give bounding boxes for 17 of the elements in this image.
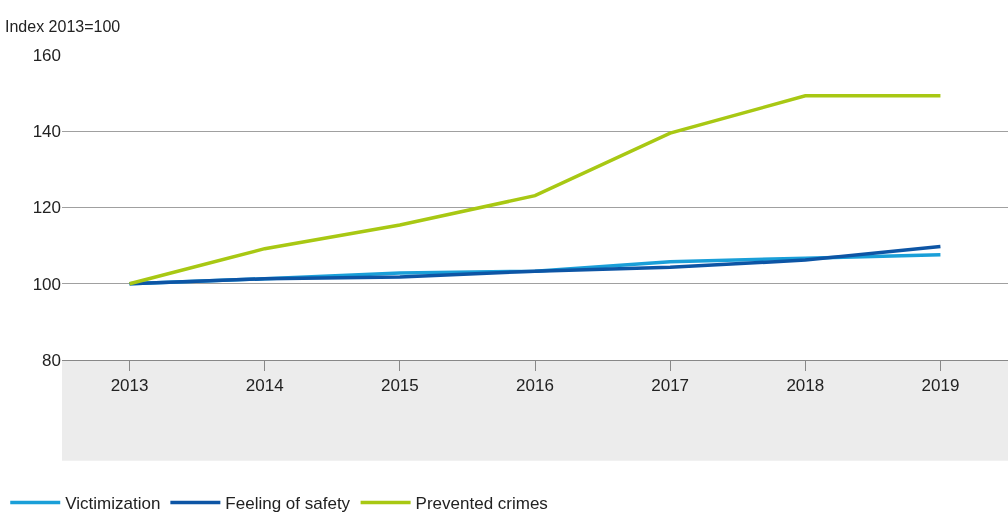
y-axis-title: Index 2013=100 [5,18,121,35]
x-tick-label: 2015 [380,376,419,396]
y-tick-label: 120 [32,198,61,218]
x-tick-label: 2018 [786,376,825,396]
line-series [127,94,943,286]
legend-label: Feeling of safety [225,494,351,514]
y-tick-label: 160 [32,45,61,65]
y-tick-label: 80 [42,350,61,370]
x-tick-label: 2014 [245,376,284,396]
x-tick-label: 2016 [516,376,554,396]
y-tick-label: 140 [32,122,61,142]
legend-label: Victimization [65,494,161,514]
x-tick-label: 2017 [651,376,690,396]
x-tick-label: 2013 [110,376,149,396]
legend-label: Prevented crimes [415,494,548,514]
y-tick-label: 100 [32,274,61,294]
x-tick-label: 2019 [921,376,960,396]
